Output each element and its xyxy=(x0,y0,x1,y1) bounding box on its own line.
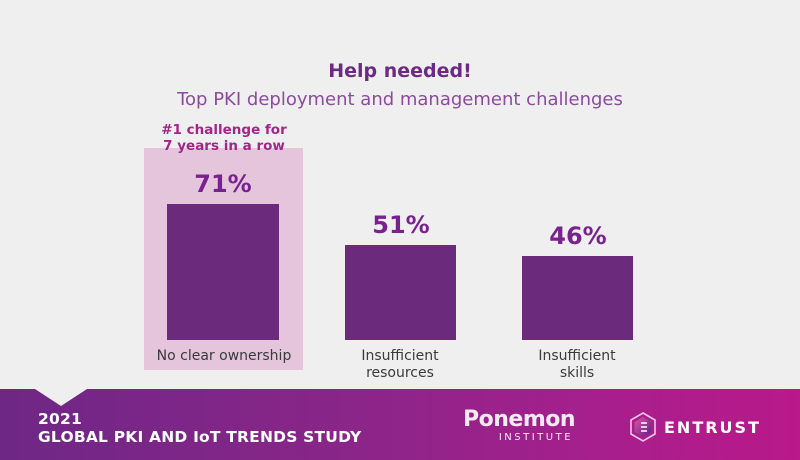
bar-value-label: 51% xyxy=(372,211,430,239)
callout-line-2: 7 years in a row xyxy=(163,138,285,154)
study-year: 2021 xyxy=(38,410,82,428)
chart-subtitle: Top PKI deployment and management challe… xyxy=(177,89,623,110)
footer-notch xyxy=(35,389,87,406)
ponemon-logo: Ponemon INSTITUTE xyxy=(463,407,576,445)
bar-category-label: Insufficient skills xyxy=(538,348,616,381)
ponemon-name: Ponemon xyxy=(463,407,576,432)
study-name: GLOBAL PKI AND IoT TRENDS STUDY xyxy=(38,428,362,446)
bar-no-clear-ownership xyxy=(167,204,279,340)
bar-category-label: No clear ownership xyxy=(156,348,292,364)
study-title: 2021 GLOBAL PKI AND IoT TRENDS STUDY xyxy=(38,410,361,446)
callout-line-1: #1 challenge for xyxy=(161,122,287,138)
bar-insufficient-skills xyxy=(522,256,633,340)
entrust-hexagon-icon xyxy=(630,412,656,442)
entrust-logo: ENTRUST xyxy=(630,412,761,442)
bar-insufficient-resources xyxy=(345,245,456,340)
bar-category-label: Insufficient resources xyxy=(361,348,439,381)
entrust-name: ENTRUST xyxy=(664,417,761,437)
footer-band xyxy=(0,389,800,460)
callout-annotation: #1 challenge for 7 years in a row xyxy=(144,122,304,154)
bar-value-label: 46% xyxy=(549,222,607,250)
chart-title: Help needed! xyxy=(328,60,472,82)
bar-value-label: 71% xyxy=(194,170,252,198)
ponemon-sub: INSTITUTE xyxy=(498,432,574,443)
